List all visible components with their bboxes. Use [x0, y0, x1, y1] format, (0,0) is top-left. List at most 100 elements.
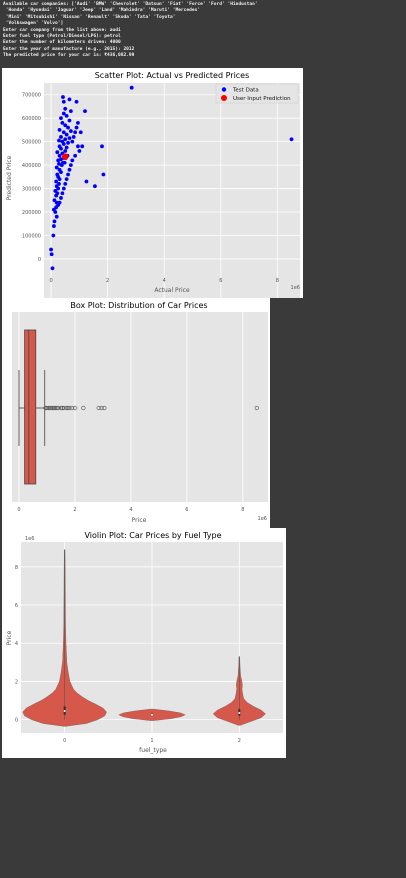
scatter-point-test-data	[79, 130, 83, 134]
scatter-point-test-data	[102, 173, 106, 177]
scatter-point-test-data	[52, 224, 56, 228]
scatter-point-test-data	[70, 140, 74, 144]
scatter-point-test-data	[68, 168, 72, 172]
predicted-price-line: The predicted price for your car is: ₹43…	[3, 53, 134, 58]
y-tick-label: 6	[15, 603, 18, 609]
scatter-point-test-data	[69, 129, 73, 133]
scatter-point-test-data	[56, 203, 60, 207]
scatter-point-test-data	[68, 119, 72, 123]
scatter-point-test-data	[63, 161, 67, 165]
scatter-point-test-data	[63, 137, 67, 141]
console-line: 'Mini' 'Mitsubishi' 'Nissan' 'Renault' '…	[3, 15, 175, 20]
y-tick-label: 100000	[22, 233, 41, 239]
y-tick-label: 300000	[22, 187, 41, 193]
console-line: Enter the year of manufacture (e.g., 201…	[3, 47, 134, 52]
legend-label-user-input: User Input Prediction	[233, 96, 291, 102]
x-tick-label: 2	[106, 278, 109, 284]
scatter-point-test-data	[62, 100, 66, 104]
scatter-point-test-data	[63, 149, 67, 153]
scatter-point-test-data	[66, 141, 70, 145]
scatter-point-test-data	[65, 177, 69, 181]
scatter-point-test-data	[60, 191, 64, 195]
scatter-point-test-data	[55, 215, 59, 219]
legend-marker-test-data	[222, 87, 226, 91]
y-tick-label: 2	[15, 679, 18, 685]
scatter-point-test-data	[51, 266, 55, 270]
scatter-point-test-data	[100, 144, 104, 148]
scatter-point-test-data	[55, 173, 59, 177]
x-scale-label: 1e6	[291, 285, 300, 291]
scatter-point-test-data	[76, 121, 80, 125]
x-tick-label: 4	[129, 507, 132, 513]
violin-plot-chart: 0 2 4 6 8 0 1 2 Violin Plot: Car Prices by Fuel…	[2, 528, 286, 758]
scatter-point-test-data	[50, 252, 54, 256]
y-axis-label: Price	[6, 630, 13, 645]
y-axis-label: Predicted Price	[6, 155, 13, 200]
scatter-point-test-data	[61, 95, 65, 99]
y-tick-label: 600000	[22, 116, 41, 122]
violin-plot-panel: 0 2 4 6 8 0 1 2 Violin Plot: Car Prices by Fuel…	[2, 528, 286, 758]
scatter-point-test-data	[70, 159, 74, 163]
plot-area	[12, 312, 268, 502]
scatter-point-test-data	[69, 163, 73, 167]
console-line: Enter car company from the list above: a…	[3, 28, 121, 33]
scatter-point-test-data	[59, 116, 63, 120]
console-output: Available car companies: ['Audi' 'BMW' '…	[3, 2, 403, 60]
violin-median	[238, 712, 240, 714]
box-plot-panel: 0 2 4 6 8 Box Plot: Distribution of Car Pric…	[2, 298, 270, 528]
scatter-point-test-data	[63, 107, 67, 111]
x-scale-label: 1e6	[258, 516, 267, 522]
scatter-point-test-data	[85, 180, 89, 184]
x-tick-label: 6	[185, 507, 188, 513]
y-tick-label: 0	[38, 257, 41, 263]
x-axis-label: Actual Price	[154, 287, 190, 294]
scatter-point-test-data	[73, 130, 77, 134]
scatter-point-test-data	[68, 136, 72, 140]
scatter-point-test-data	[60, 121, 64, 125]
console-line: 'Volkswagen' 'Volvo']	[3, 21, 63, 26]
scatter-point-test-data	[75, 100, 79, 104]
console-line: Enter fuel type (Petrol/Diesel/LPG): pet…	[3, 34, 121, 39]
y-tick-label: 4	[15, 641, 18, 647]
scatter-point-test-data	[75, 126, 79, 130]
violin-median	[151, 714, 153, 716]
box-iqr	[25, 330, 36, 484]
chart-title: Scatter Plot: Actual vs Predicted Prices	[95, 71, 250, 80]
y-tick-label: 0	[15, 718, 18, 724]
plot-area	[44, 83, 300, 298]
y-scale-label: 1e6	[25, 536, 34, 542]
scatter-point-test-data	[49, 248, 53, 252]
scatter-point-test-data	[57, 162, 61, 166]
scatter-point-test-data	[80, 144, 84, 148]
scatter-point-test-data	[53, 198, 57, 202]
scatter-point-test-data	[83, 109, 87, 113]
x-tick-label: 0	[17, 507, 20, 513]
x-axis-label: Price	[132, 517, 147, 524]
x-tick-label: 0	[63, 738, 66, 744]
scatter-point-test-data	[290, 137, 294, 141]
console-line: Enter the number of kilometers driven: 4…	[3, 40, 121, 45]
scatter-point-test-data	[76, 144, 80, 148]
scatter-point-test-data	[93, 184, 97, 188]
x-axis-label: fuel_type	[139, 747, 167, 754]
x-tick-label: 6	[219, 278, 222, 284]
x-tick-label: 2	[238, 738, 241, 744]
x-tick-label: 8	[241, 507, 244, 513]
chart-title: Violin Plot: Car Prices by Fuel Type	[85, 531, 222, 540]
legend: Test Data User Input Prediction	[216, 84, 298, 103]
scatter-point-test-data	[62, 130, 66, 134]
scatter-point-test-data	[53, 219, 57, 223]
scatter-point-test-data	[62, 187, 66, 191]
scatter-point-test-data	[68, 98, 72, 102]
chart-title: Box Plot: Distribution of Car Prices	[70, 301, 207, 310]
scatter-point-user-input	[62, 153, 68, 159]
scatter-point-test-data	[59, 135, 63, 139]
y-tick-label: 200000	[22, 210, 41, 216]
console-line: 'Honda' 'Hyundai' 'Jaguar' 'Jeep' 'Land'…	[3, 8, 200, 13]
scatter-point-test-data	[59, 196, 63, 200]
x-tick-label: 8	[276, 278, 279, 284]
scatter-point-test-data	[63, 182, 67, 186]
scatter-point-test-data	[62, 112, 66, 116]
x-tick-label: 0	[49, 278, 52, 284]
box-plot-chart: 0 2 4 6 8 Box Plot: Distribution of Car Pric…	[2, 298, 270, 528]
